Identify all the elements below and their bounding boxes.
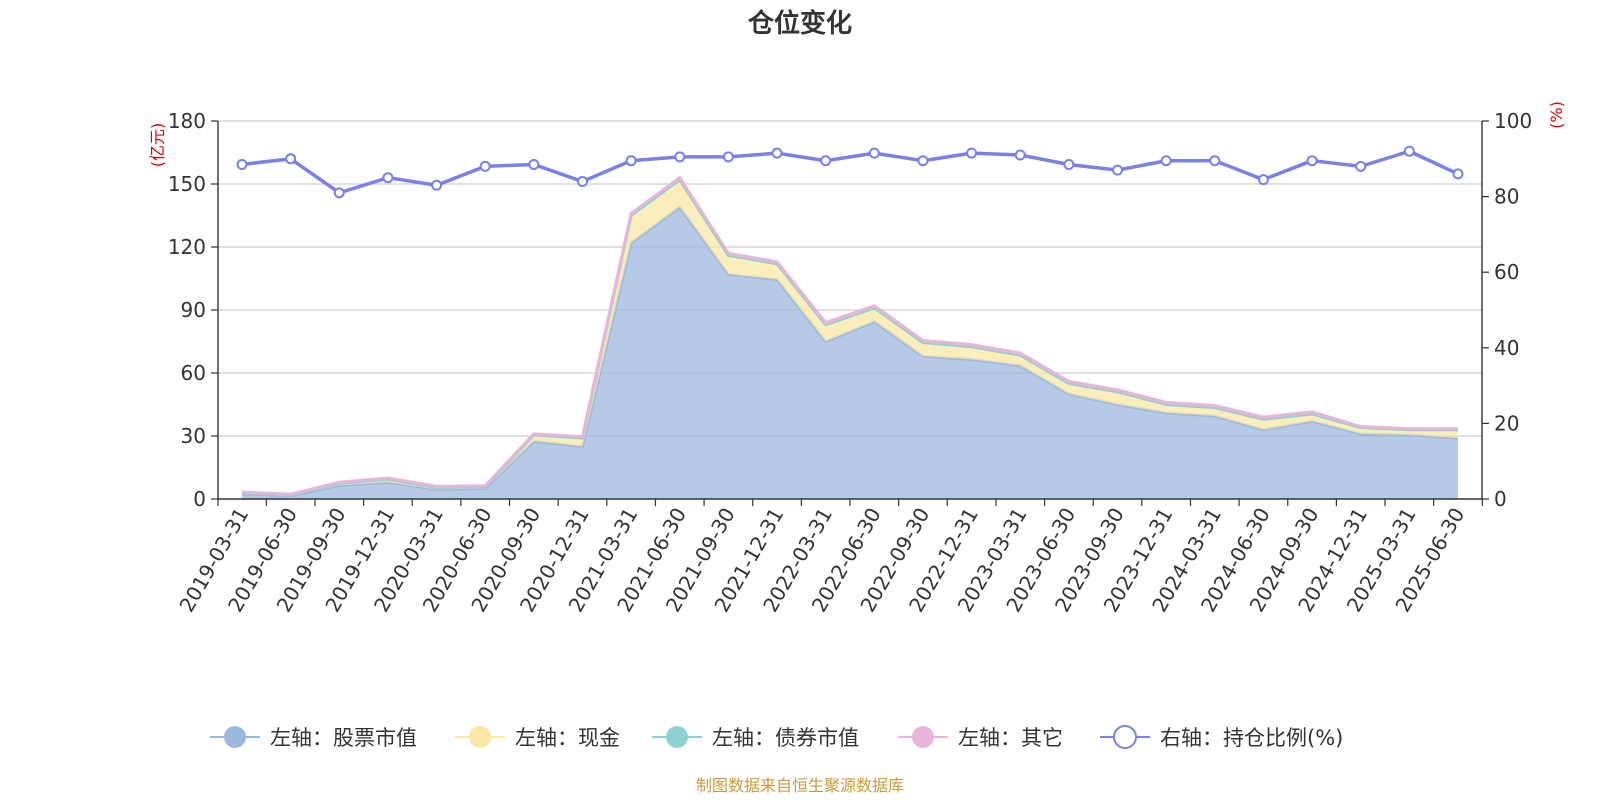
ratio-point xyxy=(1355,160,1367,172)
legend-marker xyxy=(912,726,934,748)
legend-item-3[interactable]: 左轴：其它 xyxy=(898,726,1063,750)
ratio-point xyxy=(431,179,443,191)
legend-item-0[interactable]: 左轴：股票市值 xyxy=(210,726,417,750)
chart-title: 仓位变化 xyxy=(747,8,852,39)
right-axis-unit: (%) xyxy=(1547,101,1566,129)
ratio-point xyxy=(966,147,978,159)
ratio-point xyxy=(625,155,637,167)
ratio-point xyxy=(236,158,248,170)
ratio-point xyxy=(1452,168,1464,180)
left-axis-tick-label: 150 xyxy=(168,172,206,196)
legend-label: 左轴：股票市值 xyxy=(270,726,417,750)
ratio-point xyxy=(1306,155,1318,167)
left-axis-tick-label: 0 xyxy=(193,487,206,511)
ratio-point xyxy=(576,175,588,187)
ratio-point xyxy=(1403,145,1415,157)
ratio-point xyxy=(771,147,783,159)
ratio-point xyxy=(722,151,734,163)
left-axis-unit: (亿元) xyxy=(148,123,167,168)
legend-marker xyxy=(224,726,246,748)
legend-marker xyxy=(469,726,491,748)
legend-label: 左轴：现金 xyxy=(515,726,620,750)
right-axis-tick-label: 80 xyxy=(1494,185,1519,209)
ratio-point xyxy=(333,187,345,199)
ratio-point xyxy=(1209,155,1221,167)
data-source-note: 制图数据来自恒生聚源数据库 xyxy=(696,776,904,795)
ratio-line xyxy=(241,149,1459,195)
ratio-point xyxy=(479,160,491,172)
right-axis-tick-label: 0 xyxy=(1494,487,1507,511)
left-axis-tick-label: 90 xyxy=(181,298,206,322)
legend-label: 左轴：其它 xyxy=(958,726,1063,750)
right-axis-tick-label: 60 xyxy=(1494,260,1519,284)
ratio-point xyxy=(917,155,929,167)
area-series xyxy=(241,175,1459,499)
ratio-point xyxy=(1257,174,1269,186)
right-axis-tick-label: 40 xyxy=(1494,336,1519,360)
legend-label: 左轴：债券市值 xyxy=(712,726,859,750)
ratio-point xyxy=(382,172,394,184)
ratio-line-series xyxy=(236,145,1464,199)
right-axis-tick-label: 100 xyxy=(1494,109,1532,133)
right-axis-tick-label: 20 xyxy=(1494,411,1519,435)
area-edge-3 xyxy=(241,175,1458,496)
area-band-0 xyxy=(242,207,1458,499)
ratio-point xyxy=(868,147,880,159)
ratio-point xyxy=(674,151,686,163)
left-axis-tick-label: 60 xyxy=(181,361,206,385)
ratio-point xyxy=(1160,155,1172,167)
ratio-point xyxy=(528,158,540,170)
ratio-point xyxy=(1112,164,1124,176)
left-axis-tick-label: 180 xyxy=(168,109,206,133)
legend-item-4[interactable]: 右轴：持仓比例(%) xyxy=(1100,725,1343,750)
legend-item-2[interactable]: 左轴：债券市值 xyxy=(652,726,859,750)
legend-label: 右轴：持仓比例(%) xyxy=(1160,726,1343,750)
left-axis-tick-label: 30 xyxy=(181,424,206,448)
ratio-point xyxy=(820,155,832,167)
legend-item-1[interactable]: 左轴：现金 xyxy=(455,726,620,750)
ratio-point xyxy=(285,153,297,165)
ratio-point xyxy=(1063,158,1075,170)
ratio-point xyxy=(1014,149,1026,161)
legend-marker xyxy=(666,726,688,748)
legend: 左轴：股票市值 左轴：现金 左轴：债券市值 左轴：其它 右轴：持仓比例(%) xyxy=(210,725,1343,750)
legend-marker xyxy=(1113,725,1137,749)
left-axis-tick-label: 120 xyxy=(168,235,206,259)
